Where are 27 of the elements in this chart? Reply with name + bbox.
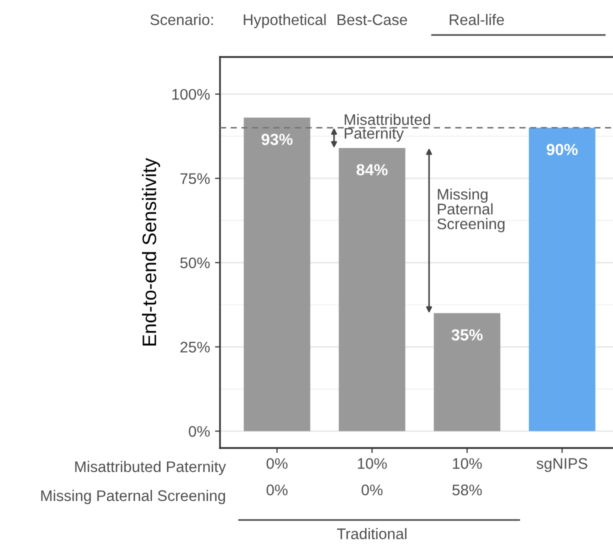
data-label: 84% — [356, 164, 388, 176]
bar — [434, 313, 500, 432]
y-axis-title: End-to-end Sensitivity — [142, 158, 160, 346]
data-label: 90% — [546, 144, 578, 156]
y-tick-label: 75% — [180, 173, 210, 184]
y-tick-label: 100% — [172, 88, 210, 100]
data-label: 93% — [262, 134, 293, 146]
text: Missing Paternal Screening — [41, 490, 226, 504]
text: Real-life — [450, 14, 504, 26]
y-tick-label: 0% — [188, 426, 210, 437]
x-tick-label: sgNIPS — [536, 458, 588, 472]
text: Best-Case — [338, 14, 408, 26]
data-label: 35% — [451, 329, 483, 341]
bar — [338, 148, 406, 432]
annotation: Misattributed Paternity — [344, 114, 430, 142]
text: Hypothetical — [244, 14, 326, 28]
y-tick-label: 50% — [180, 257, 210, 268]
text: Misattributed Paternity — [75, 460, 226, 476]
annotation: Missing Paternal Screening — [437, 188, 504, 232]
text: Scenario: — [150, 14, 213, 26]
bar — [244, 118, 310, 432]
x-tick-label: 0% 0% — [266, 458, 288, 496]
bar — [528, 128, 596, 432]
x-tick-label: 10% 58% — [452, 458, 482, 496]
text: Traditional — [337, 528, 406, 540]
x-tick-label: 10% 0% — [358, 458, 387, 496]
y-tick-label: 25% — [180, 342, 210, 353]
